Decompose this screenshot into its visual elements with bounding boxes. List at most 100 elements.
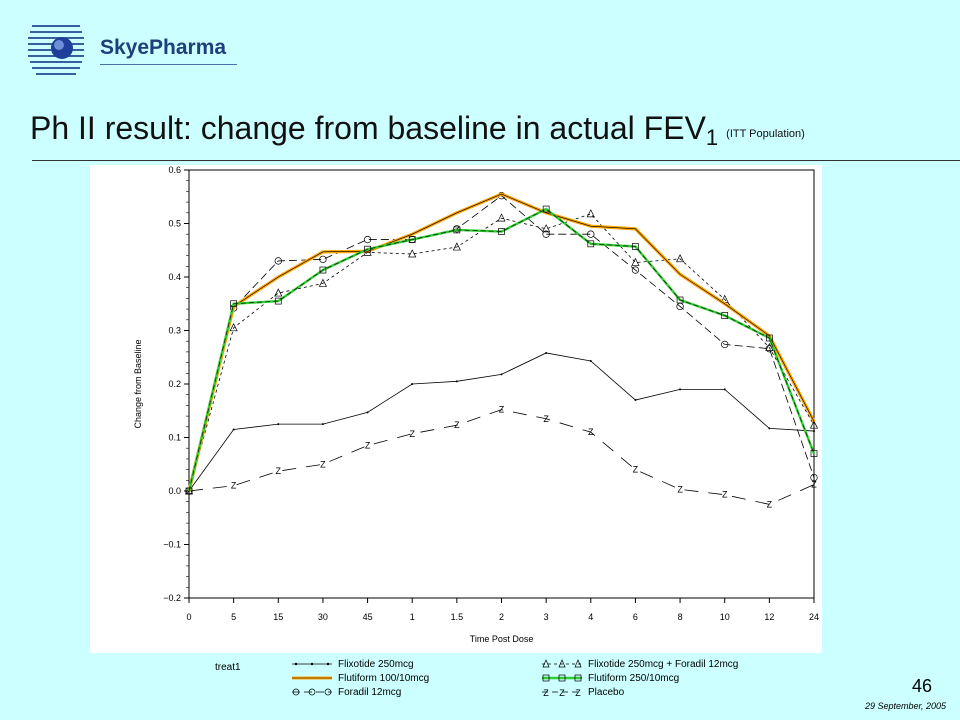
- square-marker: [766, 334, 773, 342]
- series-flixotide-250mcg-foradil-12mcg: [184, 209, 819, 495]
- logo-text: SkyePharma: [100, 36, 227, 59]
- svg-text:Z: Z: [559, 688, 565, 698]
- legend-label: Flutiform 250/10mcg: [588, 672, 680, 684]
- dot-marker: [277, 423, 280, 426]
- square-marker: [587, 240, 595, 248]
- z-marker: Z: [276, 466, 282, 476]
- x-tick-label: 2: [499, 612, 504, 622]
- x-tick-label: 10: [720, 612, 730, 622]
- z-marker: Z: [767, 499, 773, 509]
- x-tick-label: 3: [544, 612, 549, 622]
- x-tick-label: 45: [363, 612, 373, 622]
- z-marker: Z: [588, 427, 594, 437]
- y-axis-label: Change from Baseline: [133, 339, 143, 428]
- svg-text:Z: Z: [543, 688, 549, 698]
- x-tick-label: 15: [273, 612, 283, 622]
- z-marker: Z: [320, 459, 326, 469]
- square-marker: [542, 205, 550, 213]
- circle-marker: [631, 266, 640, 274]
- z-marker: Z: [677, 484, 683, 494]
- series-foradil-12mcg: [185, 192, 818, 495]
- slide-number: 46: [912, 676, 933, 696]
- globe-logo-icon: [28, 25, 84, 75]
- square-marker: [453, 226, 461, 234]
- circle-marker: [542, 230, 550, 238]
- z-marker: Z: [543, 414, 549, 424]
- triangle-marker: [542, 224, 551, 233]
- square-marker: [810, 450, 818, 457]
- legend-label: Foradil 12mcg: [338, 686, 402, 698]
- x-tick-label: 4: [588, 612, 593, 622]
- y-tick-label: −0.1: [163, 540, 181, 550]
- x-tick-label: 6: [633, 612, 638, 622]
- square-marker: [408, 236, 416, 243]
- legend-item: Flixotide 250mcg + Foradil 12mcg: [540, 658, 738, 670]
- legend-swatch-icon: [292, 662, 332, 666]
- dot-marker: [589, 359, 592, 362]
- series-line-overlay: [188, 193, 815, 492]
- series-flixotide-250mcg: [188, 351, 815, 492]
- series-flutiform-100-10mcg: [187, 192, 816, 492]
- z-marker: Z: [722, 490, 728, 500]
- legend-swatch-icon: [292, 676, 332, 680]
- legend-title: treat1: [215, 662, 241, 673]
- legend-swatch-icon: [542, 674, 582, 682]
- x-tick-label: 1: [410, 612, 415, 622]
- triangle-marker: [452, 242, 461, 251]
- triangle-marker: [676, 254, 685, 263]
- title-divider: [32, 160, 960, 161]
- triangle-marker: [408, 249, 417, 258]
- z-marker: Z: [811, 480, 817, 490]
- slide-date: 29 September, 2005: [864, 701, 946, 711]
- legend-label: Flixotide 250mcg + Foradil 12mcg: [588, 658, 739, 670]
- dot-marker: [411, 383, 414, 385]
- y-tick-label: 0.5: [168, 219, 181, 229]
- square-marker: [185, 487, 193, 495]
- legend-swatch-icon: [292, 688, 332, 696]
- x-tick-label: 12: [764, 612, 774, 622]
- circle-marker: [721, 340, 729, 349]
- y-tick-label: 0.6: [168, 165, 181, 175]
- chart-panel: 0.6 0.5 0.4 0.3 0.2 0.1 0.0 −0.1 −0.2 0 5 15 30 45 1 1.…: [90, 165, 822, 653]
- y-tick-label: −0.2: [163, 593, 181, 603]
- y-tick-label: 0.1: [168, 433, 181, 443]
- triangle-marker: [274, 288, 283, 297]
- dot-marker: [813, 430, 815, 433]
- legend-item: Flutiform 250/10mcg: [540, 672, 679, 684]
- dot-marker: [232, 428, 235, 431]
- dot-marker: [634, 399, 637, 402]
- x-tick-label: 1.5: [451, 612, 464, 622]
- dot-marker: [500, 373, 503, 376]
- circle-marker: [274, 257, 282, 265]
- legend-swatch-icon: [542, 659, 582, 668]
- x-tick-label: 0: [186, 612, 191, 622]
- triangle-marker: [497, 213, 506, 222]
- square-marker: [721, 312, 729, 319]
- legend-label: Placebo: [588, 686, 625, 698]
- triangle-marker: [229, 323, 238, 332]
- y-tick-label: 0.2: [168, 379, 181, 389]
- x-tick-label: 30: [318, 612, 328, 622]
- dot-marker: [723, 388, 726, 391]
- fev-chart: 0.6 0.5 0.4 0.3 0.2 0.1 0.0 −0.1 −0.2 0 5 15 30 45 1 1.…: [133, 165, 819, 644]
- series-line: [187, 192, 816, 492]
- chart-legend: treat1 Flixotide 250mcg Flixotide 250mcg …: [190, 658, 790, 714]
- circle-marker: [587, 230, 595, 238]
- y-tick-label: 0.4: [168, 272, 181, 282]
- svg-text:Z: Z: [575, 688, 581, 698]
- legend-item: Flixotide 250mcg: [290, 658, 414, 670]
- dot-marker: [545, 351, 548, 354]
- dot-marker: [366, 411, 369, 414]
- title-main: Ph II result: change from baseline in ac…: [30, 110, 706, 146]
- page-title: Ph II result: change from baseline in ac…: [30, 110, 805, 151]
- z-marker: Z: [499, 405, 505, 415]
- title-subscript: 1: [705, 125, 719, 150]
- dot-marker: [455, 380, 458, 383]
- y-tick-label: 0.0: [168, 486, 181, 496]
- legend-label: Flixotide 250mcg: [338, 658, 414, 670]
- square-marker: [274, 297, 282, 305]
- square-marker: [230, 300, 237, 308]
- series-flutiform-250-10mcg: [185, 205, 818, 495]
- title-note: (ITT Population): [726, 128, 805, 140]
